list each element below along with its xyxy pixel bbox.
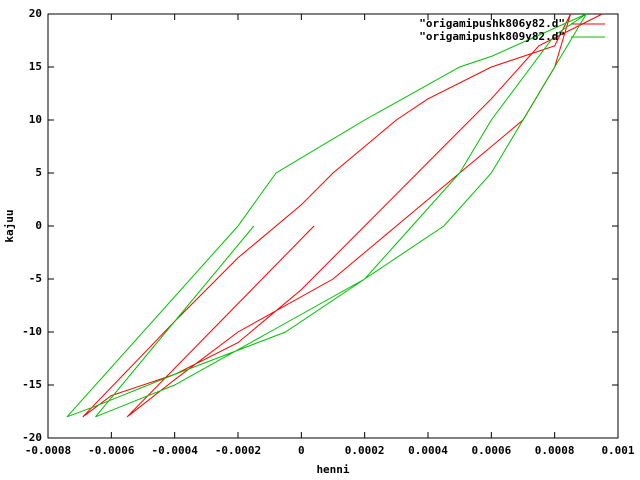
y-tick-label: 0 [35,219,42,232]
y-tick-label: -5 [29,272,42,285]
y-tick-label: -10 [22,325,42,338]
x-tick-label: -0.0004 [151,444,198,457]
y-tick-label: 5 [35,166,42,179]
data-line [82,13,603,418]
x-axis-label: henni [316,463,349,476]
x-tick-label: -0.0002 [215,444,261,457]
legend-label: "origamipushk806y82.d" [419,17,565,30]
x-tick-label: -0.0008 [25,444,71,457]
x-tick-label: 0.0004 [408,444,448,457]
x-tick-label: 0.0006 [471,444,511,457]
data-line [66,13,587,418]
y-tick-label: 20 [29,7,42,20]
x-tick-label: 0.0002 [345,444,385,457]
x-tick-label: 0.001 [601,444,634,457]
x-tick-label: 0.0008 [535,444,575,457]
plot-border [47,13,619,439]
x-tick-label: 0 [298,444,305,457]
y-tick-label: -20 [22,431,42,444]
y-tick-label: -15 [22,378,42,391]
y-tick-label: 15 [29,60,42,73]
legend-label: "origamipushk809y82.d" [419,30,565,43]
x-tick-label: -0.0006 [88,444,135,457]
y-tick-label: 10 [29,113,42,126]
y-axis-label: kajuu [3,209,16,242]
